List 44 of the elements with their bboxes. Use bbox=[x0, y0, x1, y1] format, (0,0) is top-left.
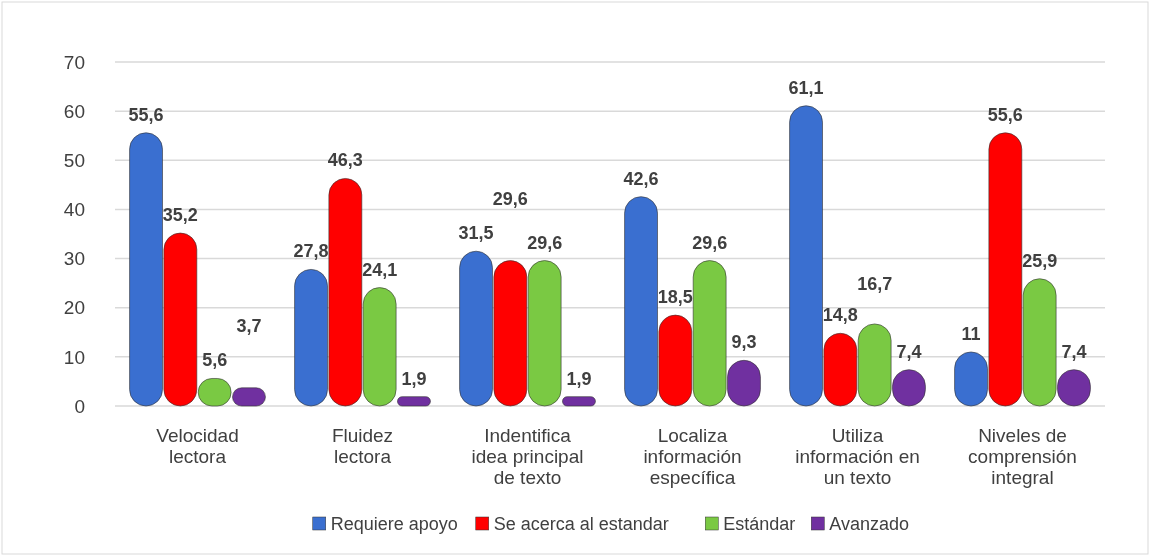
data-label: 9,3 bbox=[731, 332, 757, 353]
x-tick-label: Niveles de comprensión integral bbox=[968, 425, 1077, 488]
legend-label: Avanzado bbox=[829, 514, 909, 534]
data-label: 27,8 bbox=[293, 241, 329, 262]
y-tick-label: 70 bbox=[63, 51, 85, 73]
data-label: 3,7 bbox=[236, 315, 262, 336]
x-tick-label: Utiliza información en un texto bbox=[795, 425, 920, 488]
data-label: 29,6 bbox=[492, 188, 528, 209]
data-label: 11 bbox=[961, 323, 981, 344]
y-tick-label: 10 bbox=[63, 346, 85, 368]
data-label: 1,9 bbox=[401, 368, 427, 389]
bar bbox=[562, 396, 596, 407]
y-tick-label: 50 bbox=[63, 149, 85, 171]
data-label: 5,6 bbox=[202, 350, 228, 371]
data-label: 35,2 bbox=[162, 205, 198, 226]
data-label: 18,5 bbox=[657, 287, 693, 308]
y-tick-label: 30 bbox=[63, 248, 85, 270]
y-tick-label: 20 bbox=[63, 297, 85, 319]
data-label: 7,4 bbox=[896, 341, 922, 362]
data-label: 42,6 bbox=[623, 168, 659, 189]
data-label: 29,6 bbox=[692, 232, 728, 253]
data-label: 7,4 bbox=[1061, 341, 1087, 362]
data-label: 1,9 bbox=[566, 368, 592, 389]
x-tick-label: Localiza información específica bbox=[643, 425, 742, 488]
data-label: 24,1 bbox=[362, 259, 398, 280]
legend-label: Se acerca al estandar bbox=[493, 514, 669, 534]
data-label: 29,6 bbox=[527, 232, 563, 253]
x-tick-label: Fluidez lectora bbox=[331, 425, 394, 467]
bar bbox=[397, 396, 431, 407]
data-label: 14,8 bbox=[822, 305, 858, 326]
legend-label: Estándar bbox=[723, 514, 796, 534]
data-label: 55,6 bbox=[987, 104, 1023, 125]
data-label: 61,1 bbox=[788, 77, 824, 98]
x-tick-label: Indentifica idea principal de texto bbox=[471, 425, 584, 488]
x-tick-label: Velocidad lectora bbox=[156, 425, 239, 467]
data-label: 25,9 bbox=[1022, 250, 1058, 271]
data-label: 31,5 bbox=[458, 223, 494, 244]
data-label: 16,7 bbox=[857, 273, 893, 294]
y-tick-label: 40 bbox=[63, 199, 85, 221]
data-label: 46,3 bbox=[327, 150, 363, 171]
y-tick-label: 0 bbox=[74, 395, 85, 417]
y-tick-label: 60 bbox=[63, 100, 85, 122]
data-label: 55,6 bbox=[128, 104, 164, 125]
legend-label: Requiere apoyo bbox=[330, 514, 458, 534]
